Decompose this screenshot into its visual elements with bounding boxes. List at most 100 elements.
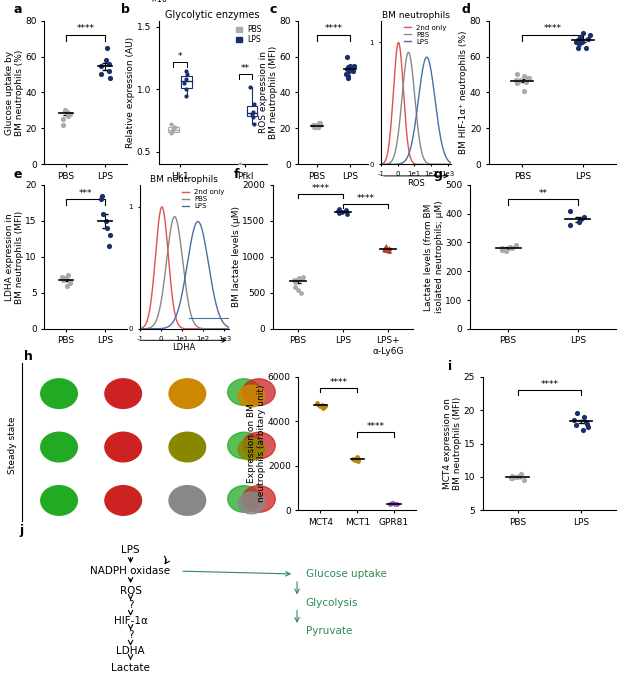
Point [96, 60, 106, 71]
Circle shape [41, 486, 77, 515]
Y-axis label: LDHA expression in
BM neutrophils (MFI): LDHA expression in BM neutrophils (MFI) [4, 210, 24, 303]
Y-axis label: BM lactate levels (μM): BM lactate levels (μM) [232, 206, 241, 308]
Title: BM neutrophils: BM neutrophils [382, 11, 450, 20]
Point [334, 208, 344, 219]
Point [166, 127, 177, 138]
Point [568, 414, 578, 425]
Point [309, 119, 319, 130]
Point [344, 62, 354, 73]
Point [294, 272, 304, 283]
Text: HIF-1α: HIF-1α [114, 616, 147, 626]
Point [179, 77, 189, 88]
Circle shape [228, 432, 260, 459]
Point [315, 400, 325, 411]
Point [101, 55, 111, 66]
Point [98, 208, 108, 219]
Point [573, 38, 584, 49]
Circle shape [238, 438, 265, 460]
Circle shape [243, 379, 275, 406]
Point [384, 245, 394, 256]
Text: NADPH oxidase: NADPH oxidase [91, 566, 171, 576]
Point [381, 242, 391, 253]
Point [380, 241, 390, 252]
Point [341, 69, 351, 80]
Point [96, 194, 106, 205]
Point [497, 245, 507, 256]
Text: ****: **** [324, 25, 342, 34]
Legend: 2nd only, PBS, LPS: 2nd only, PBS, LPS [181, 188, 225, 210]
Text: MCT4: MCT4 [180, 369, 195, 373]
Point [578, 211, 589, 222]
Point [575, 32, 585, 42]
Point [102, 42, 112, 53]
Text: Ly6G: Ly6G [117, 422, 130, 427]
Text: MCT1: MCT1 [180, 422, 195, 427]
Point [342, 51, 352, 62]
Text: Ly6G: Ly6G [117, 369, 130, 373]
Bar [247, 106, 257, 116]
Point [60, 105, 70, 116]
Point [290, 275, 300, 286]
Circle shape [169, 379, 206, 408]
Point [314, 118, 324, 129]
Point [62, 280, 72, 291]
Point [57, 271, 67, 282]
Y-axis label: BM HIF-1α⁺ neutrophils (%): BM HIF-1α⁺ neutrophils (%) [459, 31, 469, 154]
Circle shape [169, 486, 206, 515]
Title: Glycolytic enzymes: Glycolytic enzymes [166, 10, 260, 20]
Text: ****: **** [544, 25, 561, 34]
Point [380, 240, 391, 251]
Circle shape [105, 379, 142, 408]
Point [311, 121, 321, 132]
Y-axis label: Expression on BM
neutrophils (arbitary unit): Expression on BM neutrophils (arbitary u… [247, 385, 267, 502]
Point [380, 245, 391, 256]
Point [104, 66, 114, 77]
Point [505, 241, 515, 252]
Point [166, 119, 176, 130]
Circle shape [228, 486, 260, 512]
Point [565, 220, 575, 231]
Text: Ly6G: Ly6G [117, 475, 130, 480]
Point [352, 453, 362, 464]
Text: $\times$10$^{-1}$: $\times$10$^{-1}$ [150, 0, 176, 5]
Text: ****: **** [77, 25, 95, 34]
Point [234, 162, 244, 173]
Text: **: ** [241, 64, 250, 73]
Text: ****: **** [311, 184, 330, 193]
Text: CD11b: CD11b [50, 369, 68, 373]
Point [516, 468, 526, 479]
Text: ROS: ROS [119, 586, 142, 596]
Point [523, 73, 533, 84]
Point [507, 242, 517, 253]
Y-axis label: Glucose uptake by
BM neutrophils (%): Glucose uptake by BM neutrophils (%) [4, 49, 24, 136]
Text: ***: *** [79, 189, 93, 198]
Text: CD11b: CD11b [50, 475, 68, 480]
Text: e: e [13, 168, 22, 181]
Point [388, 498, 398, 509]
Y-axis label: Lactate levels (from BM
isolated neutrophils; μM): Lactate levels (from BM isolated neutrop… [424, 201, 444, 313]
Point [182, 69, 192, 80]
Point [584, 29, 594, 40]
Point [519, 71, 529, 82]
Y-axis label: Relative expression (AU): Relative expression (AU) [126, 37, 135, 148]
Point [385, 499, 395, 510]
Y-axis label: MCT4 expression on
BM neutrophils (MFI): MCT4 expression on BM neutrophils (MFI) [443, 397, 462, 490]
Text: LDHA: LDHA [116, 646, 145, 656]
Circle shape [105, 486, 142, 515]
Point [247, 109, 257, 120]
Point [391, 498, 401, 509]
Point [335, 207, 345, 218]
Point [565, 206, 575, 216]
Point [97, 190, 107, 201]
Point [380, 242, 391, 253]
Text: f: f [234, 168, 239, 181]
Point [572, 408, 582, 419]
Point [344, 71, 354, 82]
Text: ****: **** [540, 379, 558, 389]
Point [340, 205, 351, 216]
Text: Glycolysis: Glycolysis [306, 597, 358, 608]
Point [293, 274, 303, 285]
Text: CD11b/Ly6G/GPR81: CD11b/Ly6G/GPR81 [225, 475, 277, 480]
Point [573, 35, 583, 46]
Point [512, 78, 523, 89]
